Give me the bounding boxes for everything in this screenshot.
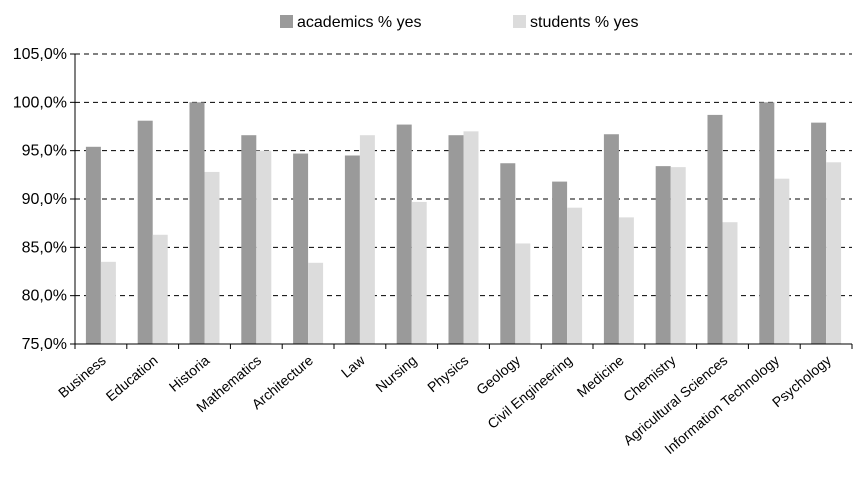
bar-students xyxy=(463,131,479,344)
bar-academics xyxy=(241,135,257,344)
bar-students xyxy=(826,162,842,344)
bar-academics xyxy=(811,122,827,344)
bar-academics xyxy=(85,146,101,344)
y-tick-label: 80,0% xyxy=(22,288,67,305)
y-tick-label: 105,0% xyxy=(13,46,67,63)
bar-academics xyxy=(189,102,205,344)
bar-students xyxy=(567,207,583,344)
bar-students xyxy=(774,178,790,344)
legend-swatch xyxy=(280,15,293,28)
bar-students xyxy=(411,201,427,344)
legend-label: students % yes xyxy=(530,14,639,31)
bar-students xyxy=(722,222,738,344)
y-tick-label: 75,0% xyxy=(22,336,67,353)
y-axis: 75,0% 80,0% 85,0% 90,0% 95,0% 100,0% 105,0% xyxy=(13,46,76,353)
bar-academics xyxy=(655,166,671,344)
legend: academics % yes students % yes xyxy=(280,14,639,31)
bar-academics xyxy=(396,124,412,344)
bar-academics xyxy=(500,163,516,344)
bar-students xyxy=(308,262,324,344)
bars xyxy=(85,102,842,345)
bar-academics xyxy=(448,135,464,344)
category-label: Business xyxy=(55,352,109,401)
bar-students xyxy=(100,261,116,344)
bar-academics xyxy=(293,153,309,344)
bar-students xyxy=(359,135,375,344)
bar-students xyxy=(256,150,272,344)
category-label: Law xyxy=(338,351,369,380)
category-label: Physics xyxy=(424,352,471,395)
bar-academics xyxy=(552,181,568,344)
y-tick-label: 95,0% xyxy=(22,143,67,160)
bar-students xyxy=(515,243,531,344)
category-label: Geology xyxy=(473,352,523,398)
category-label: Education xyxy=(103,352,161,404)
bar-academics xyxy=(137,120,153,344)
bar-academics xyxy=(344,155,360,344)
bar-academics xyxy=(759,102,775,344)
category-label: Historia xyxy=(166,352,213,395)
bar-students xyxy=(152,234,168,344)
y-tick-label: 90,0% xyxy=(22,191,67,208)
bar-students xyxy=(204,171,220,344)
bar-academics xyxy=(603,134,619,344)
y-tick-label: 100,0% xyxy=(13,94,67,111)
category-label: Medicine xyxy=(574,352,627,400)
legend-label: academics % yes xyxy=(297,14,422,31)
category-label: Nursing xyxy=(372,352,419,395)
bar-students xyxy=(670,167,686,344)
y-tick-label: 85,0% xyxy=(22,239,67,256)
bar-academics xyxy=(707,114,723,345)
legend-swatch xyxy=(513,15,526,28)
bar-students xyxy=(618,217,634,344)
